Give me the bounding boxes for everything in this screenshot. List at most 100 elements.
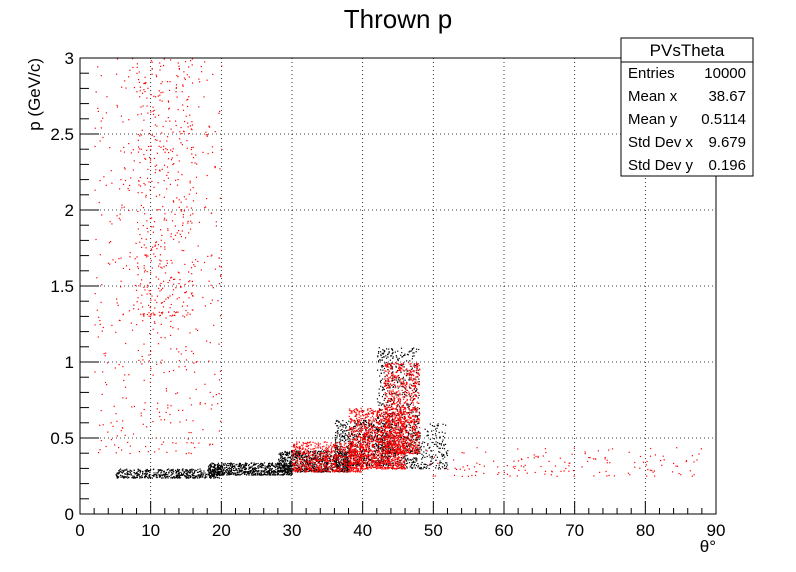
- data-point: [443, 445, 445, 447]
- data-point: [147, 112, 149, 114]
- data-point: [173, 475, 175, 477]
- data-point: [188, 297, 190, 299]
- data-point: [346, 466, 348, 468]
- data-point: [348, 441, 350, 443]
- data-point: [248, 474, 250, 476]
- data-point: [250, 470, 252, 472]
- data-point: [397, 446, 399, 448]
- data-point: [191, 64, 193, 66]
- data-point: [174, 477, 176, 479]
- data-point: [158, 474, 160, 476]
- data-point: [180, 201, 182, 203]
- data-point: [145, 472, 147, 474]
- data-point: [329, 459, 331, 461]
- data-point: [111, 324, 113, 326]
- data-point: [125, 397, 127, 399]
- data-point: [325, 449, 327, 451]
- data-point: [271, 471, 273, 473]
- data-point: [295, 465, 297, 467]
- data-point: [166, 262, 169, 264]
- data-point: [160, 239, 162, 241]
- data-point: [279, 464, 281, 466]
- data-point: [258, 470, 260, 472]
- data-point: [327, 470, 329, 472]
- data-point: [369, 425, 371, 427]
- data-point: [441, 453, 443, 455]
- data-point: [292, 469, 294, 471]
- data-point: [282, 473, 284, 475]
- data-point: [229, 463, 231, 465]
- data-point: [177, 469, 179, 471]
- data-point: [415, 351, 417, 353]
- data-point: [418, 422, 420, 424]
- data-point: [415, 459, 417, 461]
- data-point: [307, 458, 309, 460]
- data-point: [146, 149, 148, 151]
- data-point: [188, 232, 190, 234]
- data-point: [434, 425, 436, 427]
- data-point: [435, 459, 437, 461]
- data-point: [363, 462, 365, 464]
- data-point: [390, 438, 392, 440]
- data-point: [203, 96, 205, 98]
- data-point: [316, 466, 318, 468]
- data-point: [185, 477, 188, 479]
- data-point: [397, 394, 399, 396]
- data-point: [212, 470, 214, 472]
- data-point: [186, 305, 188, 307]
- data-point: [296, 450, 298, 452]
- data-point: [109, 263, 111, 265]
- data-point: [298, 468, 300, 470]
- data-point: [283, 454, 285, 456]
- data-point: [317, 459, 319, 461]
- data-point: [178, 65, 180, 67]
- data-point: [427, 443, 429, 445]
- data-point: [180, 286, 182, 288]
- data-point: [301, 465, 303, 467]
- data-point: [181, 91, 183, 93]
- data-point: [411, 433, 413, 435]
- data-point: [240, 464, 242, 466]
- data-point: [396, 394, 398, 396]
- data-point: [161, 359, 163, 361]
- data-point: [271, 462, 273, 464]
- data-point: [337, 464, 339, 466]
- data-point: [388, 393, 391, 395]
- data-point: [153, 321, 156, 323]
- data-point: [319, 469, 321, 471]
- data-point: [141, 192, 143, 194]
- data-point: [353, 455, 355, 457]
- data-point: [173, 311, 175, 313]
- data-point: [390, 355, 392, 357]
- data-point: [414, 457, 416, 459]
- data-point: [148, 290, 150, 292]
- data-point: [340, 444, 342, 446]
- data-point: [191, 468, 193, 470]
- data-point: [197, 474, 199, 476]
- data-point: [123, 477, 125, 479]
- data-point: [426, 430, 428, 432]
- data-point: [414, 378, 416, 380]
- data-point: [359, 424, 362, 426]
- data-point: [409, 466, 411, 468]
- data-point: [180, 127, 182, 129]
- data-point: [334, 434, 337, 437]
- data-point: [229, 470, 231, 472]
- data-point: [354, 425, 357, 427]
- data-point: [380, 382, 382, 384]
- data-point: [373, 457, 375, 459]
- data-point: [282, 457, 284, 459]
- data-point: [416, 416, 419, 418]
- data-point: [220, 470, 222, 473]
- data-point: [283, 473, 285, 475]
- data-point: [213, 466, 215, 468]
- data-point: [195, 259, 197, 261]
- data-point: [411, 463, 413, 465]
- data-point: [212, 466, 214, 468]
- data-point: [418, 449, 420, 451]
- data-point: [293, 445, 295, 447]
- data-point: [134, 258, 136, 260]
- data-point: [204, 474, 206, 476]
- data-point: [250, 466, 252, 468]
- data-point: [144, 76, 146, 78]
